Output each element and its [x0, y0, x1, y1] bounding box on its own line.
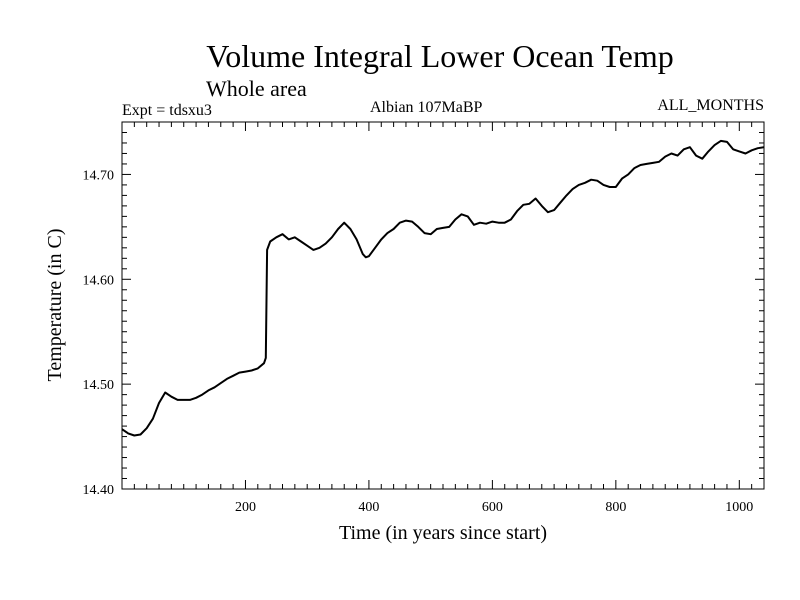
y-tick-label: 14.40 [83, 483, 115, 498]
period-label: Albian 107MaBP [370, 99, 483, 116]
series-line [121, 139, 765, 437]
experiment-label: Expt = tdsxu3 [122, 102, 212, 119]
months-label: ALL_MONTHS [657, 97, 764, 114]
y-tick-label: 14.60 [83, 273, 115, 288]
chart-title: Volume Integral Lower Ocean Temp [206, 38, 674, 74]
axis-ticks [122, 122, 764, 489]
x-tick-label: 1000 [725, 500, 753, 515]
y-tick-label: 14.50 [83, 378, 115, 393]
x-tick-label: 400 [358, 500, 379, 515]
tick-labels: 200 400 600 800 1000 14.40 14.50 14.60 14.70 [83, 168, 754, 515]
y-tick-label: 14.70 [83, 168, 115, 183]
x-tick-label: 200 [235, 500, 256, 515]
x-tick-label: 600 [482, 500, 503, 515]
x-axis-label: Time (in years since start) [339, 522, 547, 544]
y-axis-label: Temperature (in C) [44, 229, 66, 382]
plot-frame [121, 121, 765, 490]
x-tick-label: 800 [605, 500, 626, 515]
chart-subtitle: Whole area [206, 76, 307, 101]
